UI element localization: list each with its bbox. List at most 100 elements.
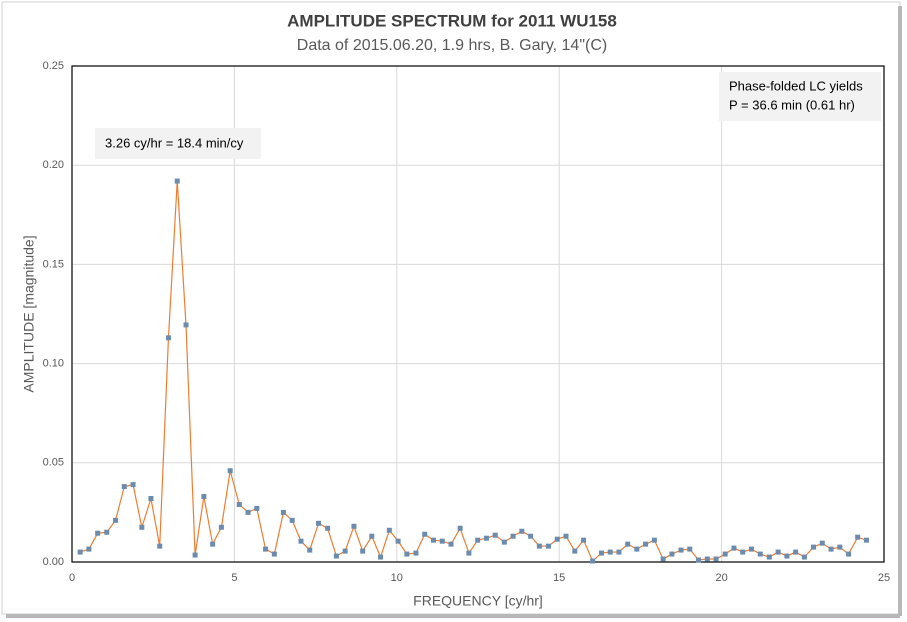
point (598, 550, 604, 556)
point (369, 533, 375, 539)
point (307, 547, 313, 553)
point (475, 537, 481, 543)
point (801, 554, 807, 560)
point (448, 541, 454, 547)
x-tick-label: 25 (878, 572, 890, 584)
point (501, 539, 507, 545)
point (687, 546, 693, 552)
point (174, 178, 180, 184)
x-tick-label: 0 (69, 572, 75, 584)
point (669, 551, 675, 557)
point (740, 549, 746, 555)
point (157, 543, 163, 549)
x-axis-label: FREQUENCY [cy/hr] (413, 593, 543, 609)
point (165, 335, 171, 341)
point (775, 549, 781, 555)
chart-title: AMPLITUDE SPECTRUM for 2011 WU158 (287, 11, 617, 30)
point (139, 524, 145, 530)
point (104, 529, 110, 535)
y-tick-label: 0.00 (43, 556, 64, 568)
point (280, 509, 286, 515)
point (528, 533, 534, 539)
point (811, 544, 817, 550)
point (439, 538, 445, 544)
point (271, 551, 277, 557)
y-tick-label: 0.25 (43, 60, 64, 72)
point (607, 549, 613, 555)
point (634, 546, 640, 552)
point (378, 554, 384, 560)
point (784, 553, 790, 559)
point (95, 530, 101, 536)
point (86, 546, 92, 552)
point (236, 501, 242, 507)
point (183, 322, 189, 328)
point (422, 531, 428, 537)
point (581, 537, 587, 543)
point (510, 533, 516, 539)
point (492, 532, 498, 538)
annotation: P = 36.6 min (0.61 hr) (729, 97, 855, 112)
point (457, 525, 463, 531)
point (713, 556, 719, 562)
point (386, 527, 392, 533)
point (404, 551, 410, 557)
point (351, 523, 357, 529)
point (554, 536, 560, 542)
point (651, 537, 657, 543)
point (192, 552, 198, 558)
point (316, 520, 322, 526)
point (333, 553, 339, 559)
point (793, 549, 799, 555)
point (325, 525, 331, 531)
point (863, 537, 869, 543)
point (536, 543, 542, 549)
point (245, 509, 251, 515)
y-tick-label: 0.15 (43, 258, 64, 270)
annotation: Phase-folded LC yields (729, 78, 863, 93)
point (360, 548, 366, 554)
annotation: 3.26 cy/hr = 18.4 min/cy (105, 135, 244, 150)
annotation-box (719, 72, 881, 121)
point (572, 548, 578, 554)
point (413, 550, 419, 556)
y-axis-label: AMPLITUDE [magnitude] (21, 235, 37, 392)
x-tick-label: 10 (391, 572, 403, 584)
point (828, 546, 834, 552)
point (289, 517, 295, 523)
point (130, 482, 136, 488)
point (855, 534, 861, 540)
point (616, 549, 622, 555)
point (545, 543, 551, 549)
point (846, 551, 852, 557)
point (519, 528, 525, 534)
y-tick-label: 0.10 (43, 358, 64, 370)
point (757, 551, 763, 557)
point (254, 505, 260, 511)
point (466, 550, 472, 556)
point (696, 557, 702, 563)
point (227, 468, 233, 474)
plot (77, 178, 869, 564)
point (201, 494, 207, 500)
annotation-box (95, 128, 261, 159)
x-tick-label: 20 (715, 572, 727, 584)
point (113, 517, 119, 523)
point (819, 540, 825, 546)
x-tick-label: 15 (553, 572, 565, 584)
point (837, 544, 843, 550)
point (678, 547, 684, 553)
point (395, 538, 401, 544)
point (660, 556, 666, 562)
point (218, 524, 224, 530)
point (722, 551, 728, 557)
point (563, 533, 569, 539)
point (121, 484, 127, 490)
point (766, 554, 772, 560)
point (748, 546, 754, 552)
point (210, 541, 216, 547)
point (483, 535, 489, 541)
point (731, 545, 737, 551)
